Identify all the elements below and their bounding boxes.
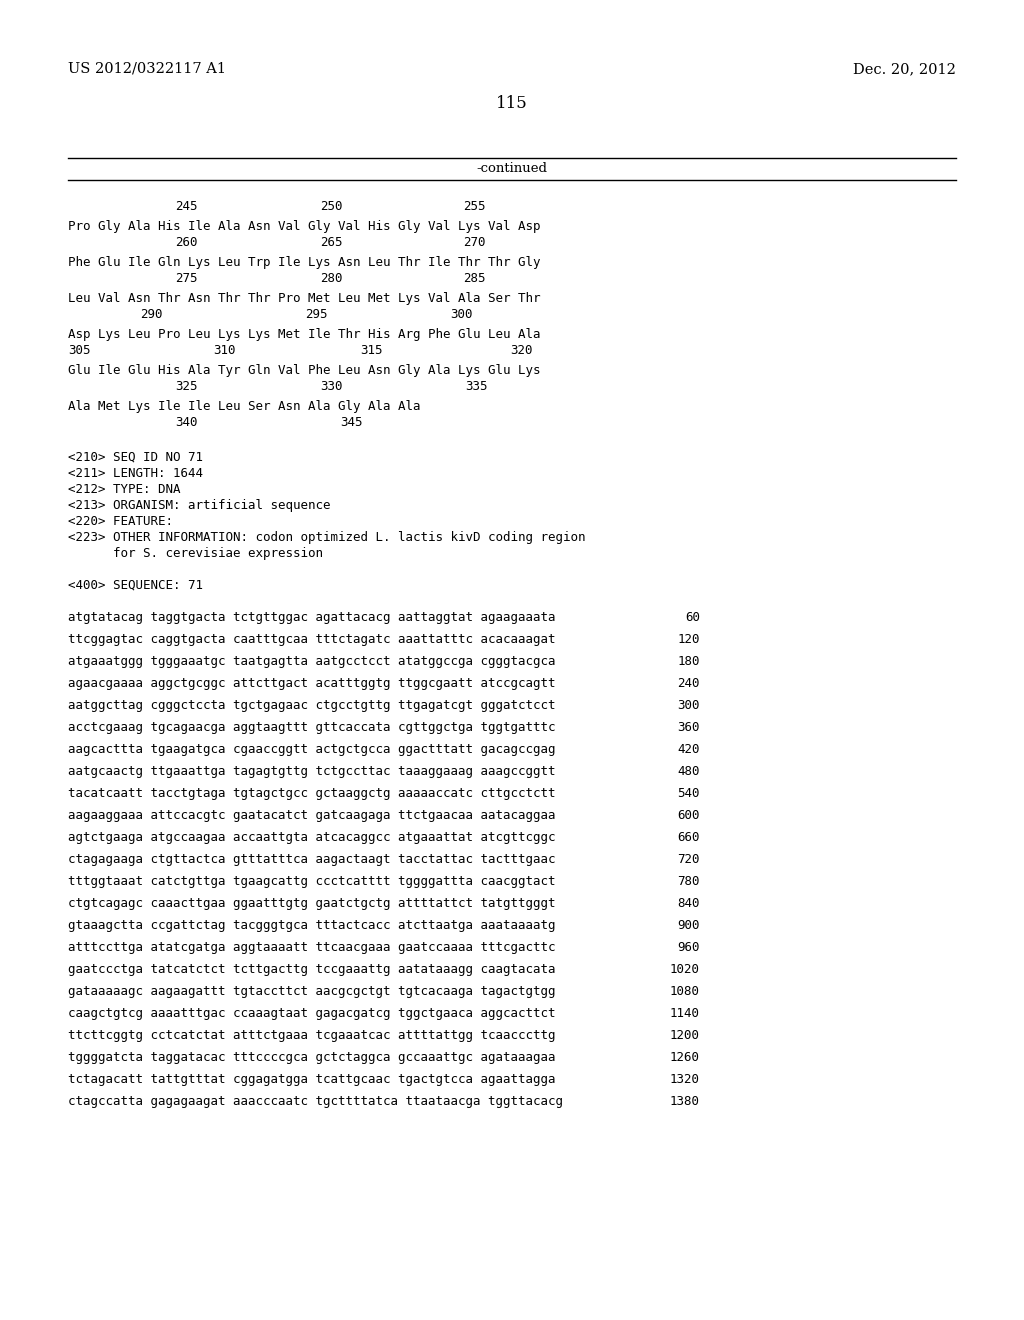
Text: 600: 600 (678, 809, 700, 822)
Text: 480: 480 (678, 766, 700, 777)
Text: 115: 115 (496, 95, 528, 112)
Text: Glu Ile Glu His Ala Tyr Gln Val Phe Leu Asn Gly Ala Lys Glu Lys: Glu Ile Glu His Ala Tyr Gln Val Phe Leu … (68, 364, 541, 378)
Text: atttccttga atatcgatga aggtaaaatt ttcaacgaaa gaatccaaaa tttcgacttc: atttccttga atatcgatga aggtaaaatt ttcaacg… (68, 941, 555, 954)
Text: 260: 260 (175, 236, 198, 249)
Text: <223> OTHER INFORMATION: codon optimized L. lactis kivD coding region: <223> OTHER INFORMATION: codon optimized… (68, 531, 586, 544)
Text: agaacgaaaa aggctgcggc attcttgact acatttggtg ttggcgaatt atccgcagtt: agaacgaaaa aggctgcggc attcttgact acatttg… (68, 677, 555, 690)
Text: Dec. 20, 2012: Dec. 20, 2012 (853, 62, 956, 77)
Text: 340: 340 (175, 416, 198, 429)
Text: agtctgaaga atgccaagaa accaattgta atcacaggcc atgaaattat atcgttcggc: agtctgaaga atgccaagaa accaattgta atcacag… (68, 832, 555, 843)
Text: atgaaatggg tgggaaatgc taatgagtta aatgcctcct atatggccga cgggtacgca: atgaaatggg tgggaaatgc taatgagtta aatgcct… (68, 655, 555, 668)
Text: 290: 290 (140, 308, 163, 321)
Text: 1020: 1020 (670, 964, 700, 975)
Text: 1320: 1320 (670, 1073, 700, 1086)
Text: ttcttcggtg cctcatctat atttctgaaa tcgaaatcac attttattgg tcaacccttg: ttcttcggtg cctcatctat atttctgaaa tcgaaat… (68, 1030, 555, 1041)
Text: Ala Met Lys Ile Ile Leu Ser Asn Ala Gly Ala Ala: Ala Met Lys Ile Ile Leu Ser Asn Ala Gly … (68, 400, 421, 413)
Text: ttcggagtac caggtgacta caatttgcaa tttctagatc aaattatttc acacaaagat: ttcggagtac caggtgacta caatttgcaa tttctag… (68, 634, 555, 645)
Text: <220> FEATURE:: <220> FEATURE: (68, 515, 173, 528)
Text: 360: 360 (678, 721, 700, 734)
Text: 245: 245 (175, 201, 198, 213)
Text: 275: 275 (175, 272, 198, 285)
Text: gataaaaagc aagaagattt tgtaccttct aacgcgctgt tgtcacaaga tagactgtgg: gataaaaagc aagaagattt tgtaccttct aacgcgc… (68, 985, 555, 998)
Text: 840: 840 (678, 898, 700, 909)
Text: 325: 325 (175, 380, 198, 393)
Text: caagctgtcg aaaatttgac ccaaagtaat gagacgatcg tggctgaaca aggcacttct: caagctgtcg aaaatttgac ccaaagtaat gagacga… (68, 1007, 555, 1020)
Text: 660: 660 (678, 832, 700, 843)
Text: 270: 270 (463, 236, 485, 249)
Text: Leu Val Asn Thr Asn Thr Thr Pro Met Leu Met Lys Val Ala Ser Thr: Leu Val Asn Thr Asn Thr Thr Pro Met Leu … (68, 292, 541, 305)
Text: for S. cerevisiae expression: for S. cerevisiae expression (68, 546, 323, 560)
Text: tggggatcta taggatacac tttccccgca gctctaggca gccaaattgc agataaagaa: tggggatcta taggatacac tttccccgca gctctag… (68, 1051, 555, 1064)
Text: aagcacttta tgaagatgca cgaaccggtt actgctgcca ggactttatt gacagccgag: aagcacttta tgaagatgca cgaaccggtt actgctg… (68, 743, 555, 756)
Text: tacatcaatt tacctgtaga tgtagctgcc gctaaggctg aaaaaccatc cttgcctctt: tacatcaatt tacctgtaga tgtagctgcc gctaagg… (68, 787, 555, 800)
Text: 900: 900 (678, 919, 700, 932)
Text: 300: 300 (450, 308, 472, 321)
Text: <212> TYPE: DNA: <212> TYPE: DNA (68, 483, 180, 496)
Text: gaatccctga tatcatctct tcttgacttg tccgaaattg aatataaagg caagtacata: gaatccctga tatcatctct tcttgacttg tccgaaa… (68, 964, 555, 975)
Text: Pro Gly Ala His Ile Ala Asn Val Gly Val His Gly Val Lys Val Asp: Pro Gly Ala His Ile Ala Asn Val Gly Val … (68, 220, 541, 234)
Text: atgtatacag taggtgacta tctgttggac agattacacg aattaggtat agaagaaata: atgtatacag taggtgacta tctgttggac agattac… (68, 611, 555, 624)
Text: Phe Glu Ile Gln Lys Leu Trp Ile Lys Asn Leu Thr Ile Thr Thr Gly: Phe Glu Ile Gln Lys Leu Trp Ile Lys Asn … (68, 256, 541, 269)
Text: <213> ORGANISM: artificial sequence: <213> ORGANISM: artificial sequence (68, 499, 331, 512)
Text: gtaaagctta ccgattctag tacgggtgca tttactcacc atcttaatga aaataaaatg: gtaaagctta ccgattctag tacgggtgca tttactc… (68, 919, 555, 932)
Text: <211> LENGTH: 1644: <211> LENGTH: 1644 (68, 467, 203, 480)
Text: 1080: 1080 (670, 985, 700, 998)
Text: 1260: 1260 (670, 1051, 700, 1064)
Text: acctcgaaag tgcagaacga aggtaagttt gttcaccata cgttggctga tggtgatttc: acctcgaaag tgcagaacga aggtaagttt gttcacc… (68, 721, 555, 734)
Text: 250: 250 (319, 201, 342, 213)
Text: tttggtaaat catctgttga tgaagcattg ccctcatttt tggggattta caacggtact: tttggtaaat catctgttga tgaagcattg ccctcat… (68, 875, 555, 888)
Text: 315: 315 (360, 345, 383, 356)
Text: 240: 240 (678, 677, 700, 690)
Text: -continued: -continued (476, 162, 548, 176)
Text: tctagacatt tattgtttat cggagatgga tcattgcaac tgactgtcca agaattagga: tctagacatt tattgtttat cggagatgga tcattgc… (68, 1073, 555, 1086)
Text: US 2012/0322117 A1: US 2012/0322117 A1 (68, 62, 226, 77)
Text: 265: 265 (319, 236, 342, 249)
Text: ctagccatta gagagaagat aaacccaatc tgcttttatca ttaataacga tggttacacg: ctagccatta gagagaagat aaacccaatc tgctttt… (68, 1096, 563, 1107)
Text: <400> SEQUENCE: 71: <400> SEQUENCE: 71 (68, 579, 203, 591)
Text: 120: 120 (678, 634, 700, 645)
Text: 255: 255 (463, 201, 485, 213)
Text: 320: 320 (510, 345, 532, 356)
Text: 1380: 1380 (670, 1096, 700, 1107)
Text: 1140: 1140 (670, 1007, 700, 1020)
Text: 1200: 1200 (670, 1030, 700, 1041)
Text: 180: 180 (678, 655, 700, 668)
Text: aatgcaactg ttgaaattga tagagtgttg tctgccttac taaaggaaag aaagccggtt: aatgcaactg ttgaaattga tagagtgttg tctgcct… (68, 766, 555, 777)
Text: 285: 285 (463, 272, 485, 285)
Text: Asp Lys Leu Pro Leu Lys Lys Met Ile Thr His Arg Phe Glu Leu Ala: Asp Lys Leu Pro Leu Lys Lys Met Ile Thr … (68, 327, 541, 341)
Text: 330: 330 (319, 380, 342, 393)
Text: ctgtcagagc caaacttgaa ggaatttgtg gaatctgctg attttattct tatgttgggt: ctgtcagagc caaacttgaa ggaatttgtg gaatctg… (68, 898, 555, 909)
Text: <210> SEQ ID NO 71: <210> SEQ ID NO 71 (68, 451, 203, 465)
Text: 540: 540 (678, 787, 700, 800)
Text: 780: 780 (678, 875, 700, 888)
Text: 345: 345 (340, 416, 362, 429)
Text: 300: 300 (678, 700, 700, 711)
Text: aatggcttag cgggctccta tgctgagaac ctgcctgttg ttgagatcgt gggatctcct: aatggcttag cgggctccta tgctgagaac ctgcctg… (68, 700, 555, 711)
Text: 310: 310 (213, 345, 236, 356)
Text: 280: 280 (319, 272, 342, 285)
Text: 60: 60 (685, 611, 700, 624)
Text: 305: 305 (68, 345, 90, 356)
Text: 295: 295 (305, 308, 328, 321)
Text: 420: 420 (678, 743, 700, 756)
Text: 720: 720 (678, 853, 700, 866)
Text: aagaaggaaa attccacgtc gaatacatct gatcaagaga ttctgaacaa aatacaggaa: aagaaggaaa attccacgtc gaatacatct gatcaag… (68, 809, 555, 822)
Text: ctagagaaga ctgttactca gtttatttca aagactaagt tacctattac tactttgaac: ctagagaaga ctgttactca gtttatttca aagacta… (68, 853, 555, 866)
Text: 335: 335 (465, 380, 487, 393)
Text: 960: 960 (678, 941, 700, 954)
